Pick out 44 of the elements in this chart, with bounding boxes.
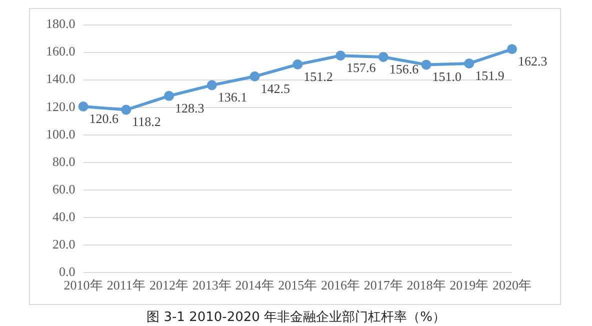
point: [292, 59, 303, 70]
y-tick-label: 160.0: [46, 44, 76, 59]
data-label: 151.9: [475, 68, 504, 83]
point: [464, 58, 474, 68]
y-tick-label: 60.0: [52, 181, 76, 196]
data-label: 136.1: [218, 90, 248, 105]
data-label: 142.5: [260, 80, 290, 96]
point: [206, 80, 217, 90]
y-tick-label: 140.0: [46, 71, 76, 86]
x-tick-label: 2010年: [64, 278, 103, 293]
point: [336, 50, 346, 61]
point: [121, 104, 132, 115]
point: [164, 90, 174, 101]
x-tick-label: 2019年: [450, 278, 489, 293]
x-tick-label: 2017年: [364, 278, 403, 293]
data-label: 128.3: [175, 100, 204, 116]
data-label: 156.6: [389, 61, 420, 76]
x-tick-label: 2015年: [278, 278, 318, 293]
point: [507, 44, 517, 54]
point: [250, 71, 260, 82]
y-tick-label: 100.0: [46, 126, 76, 142]
point: [78, 102, 88, 112]
data-label: 120.6: [89, 110, 119, 126]
x-tick-label: 2011年: [106, 278, 146, 293]
y-tick-label: 20.0: [52, 236, 76, 252]
x-tick-label: 2016年: [321, 278, 360, 293]
y-tick-label: 40.0: [52, 208, 76, 224]
data-label: 151.2: [304, 68, 333, 84]
y-tick-label: 0.0: [59, 264, 76, 279]
y-tick-label: 180.0: [46, 16, 76, 32]
y-tick-label: 80.0: [52, 154, 76, 169]
data-label: 151.0: [432, 69, 462, 84]
x-tick-label: 2013年: [192, 278, 232, 293]
data-label: 157.6: [346, 60, 376, 76]
x-tick-label: 2014年: [235, 278, 274, 293]
point: [378, 52, 388, 62]
x-tick-label: 2020年: [492, 278, 532, 293]
point: [421, 60, 432, 70]
data-label: 162.3: [518, 54, 548, 69]
data-label: 118.2: [132, 114, 161, 130]
text: 图 3-1 2010-2020 年非金融企业部门杠杆率（%）: [146, 309, 446, 326]
y-tick-label: 120.0: [46, 98, 76, 114]
x-tick-label: 2012年: [150, 278, 188, 293]
x-tick-label: 2018年: [406, 278, 446, 293]
